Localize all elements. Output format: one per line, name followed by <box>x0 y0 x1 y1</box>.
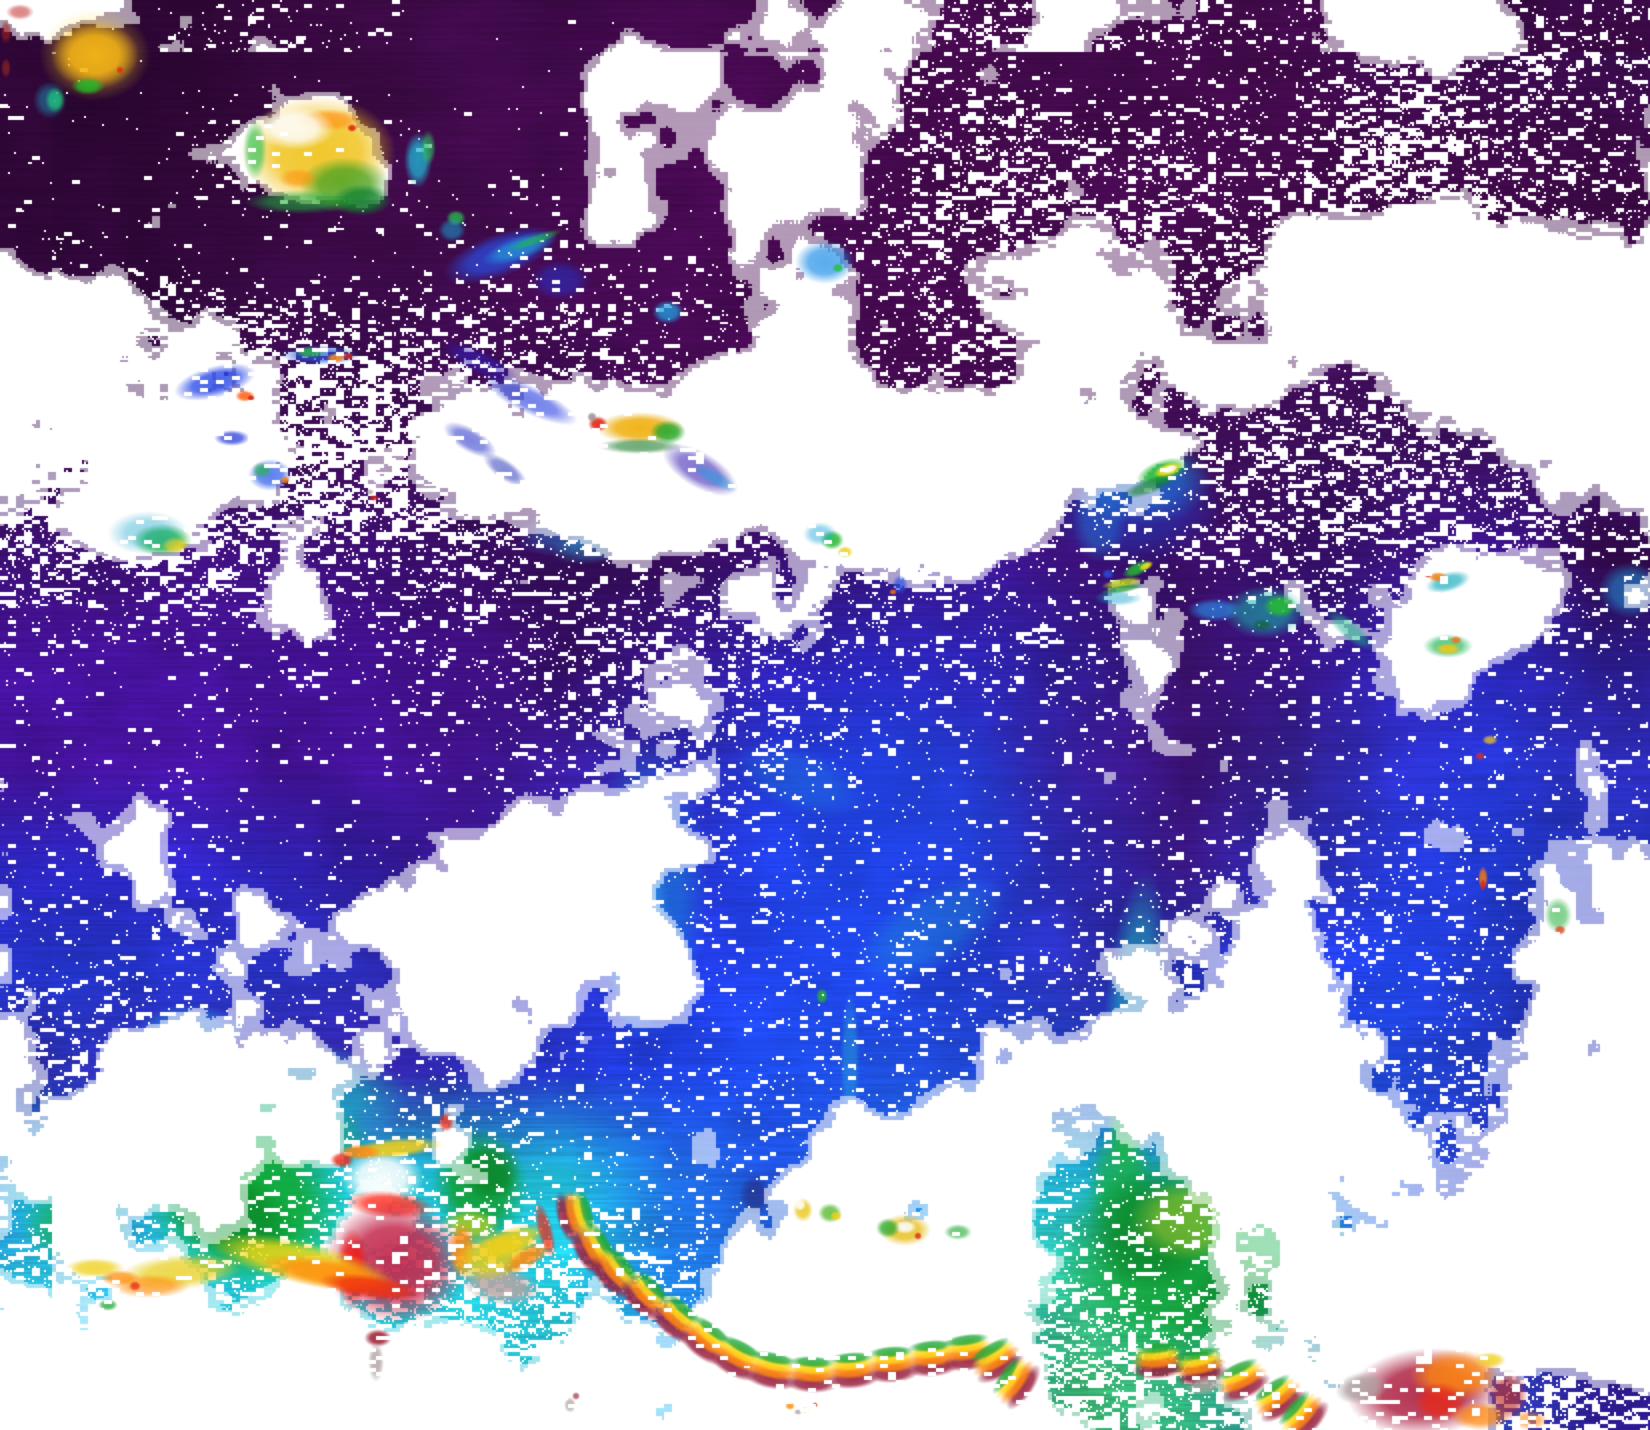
satellite-ocean-color-image <box>0 0 1650 1430</box>
chlorophyll-raster-canvas <box>0 0 1650 1430</box>
